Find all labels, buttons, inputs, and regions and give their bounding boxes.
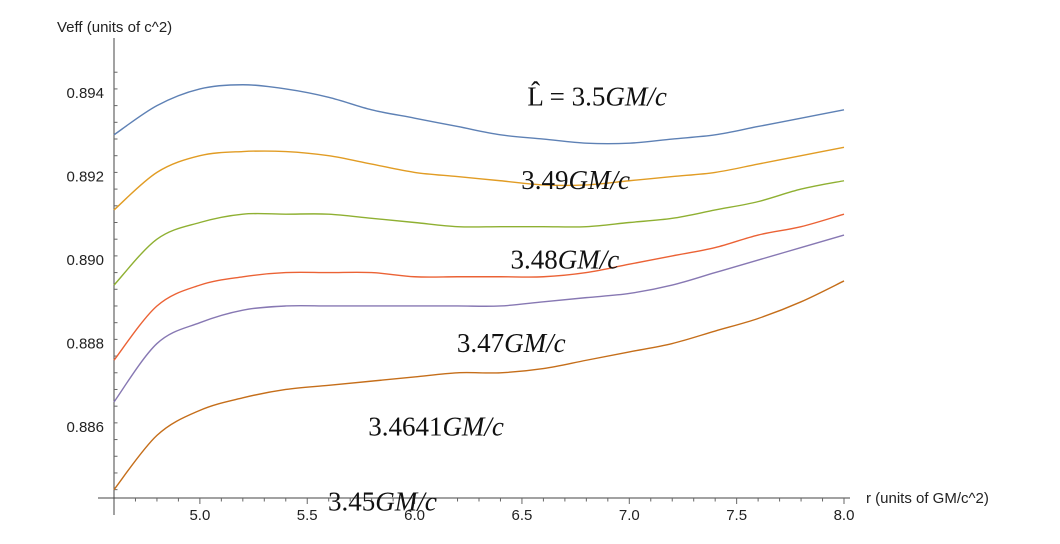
axes: 5.0 5.5 6.0 6.5 7.0 7.5 8.0 0.8860.8880.8900.8… (57, 19, 989, 524)
x-tick-label: 8.0 (834, 507, 855, 524)
series-line-2 (113, 180, 845, 286)
series-line-1 (113, 146, 845, 211)
curve-label-4: 3.4641GM/c (368, 411, 504, 441)
y-tick-label: 0.894 (66, 85, 104, 102)
y-tick-label: 0.888 (66, 336, 104, 353)
x-tick-label: 7.0 (619, 507, 640, 524)
x-tick-label: 6.0 (404, 507, 425, 524)
curve-label-1: 3.49GM/c (521, 165, 630, 195)
y-tick-label: 0.886 (66, 419, 104, 436)
x-axis-label: r (units of GM/c^2) (866, 490, 989, 507)
series-line-3 (113, 213, 845, 361)
series-line-0 (113, 84, 845, 145)
y-axis-label: Veff (units of c^2) (57, 19, 172, 36)
x-tick-label: 5.0 (189, 507, 210, 524)
x-tick-label: 6.5 (512, 507, 533, 524)
y-tick-label: 0.890 (66, 252, 104, 269)
curve-label-5: 3.45GM/c (328, 487, 437, 517)
x-tick-label: 7.5 (726, 507, 747, 524)
series-line-4 (113, 234, 845, 403)
curve-label-3: 3.47GM/c (457, 328, 566, 358)
curve-label-0: L̂ = 3.5GM/c (527, 81, 666, 111)
series-line-5 (113, 280, 845, 491)
curve-label-2: 3.48GM/c (511, 244, 620, 274)
series (113, 84, 845, 491)
x-ticks: 5.0 5.5 6.0 6.5 7.0 7.5 8.0 (134, 498, 855, 524)
y-tick-label: 0.892 (66, 169, 104, 186)
y-ticks: 0.886 0.888 0.890 0.892 0.894 (66, 71, 118, 491)
curve-labels: L̂ = 3.5GM/c 3.49GM/c 3.48GM/c 3.47GM/c 3.46… (328, 81, 667, 516)
x-tick-label: 5.5 (297, 507, 318, 524)
